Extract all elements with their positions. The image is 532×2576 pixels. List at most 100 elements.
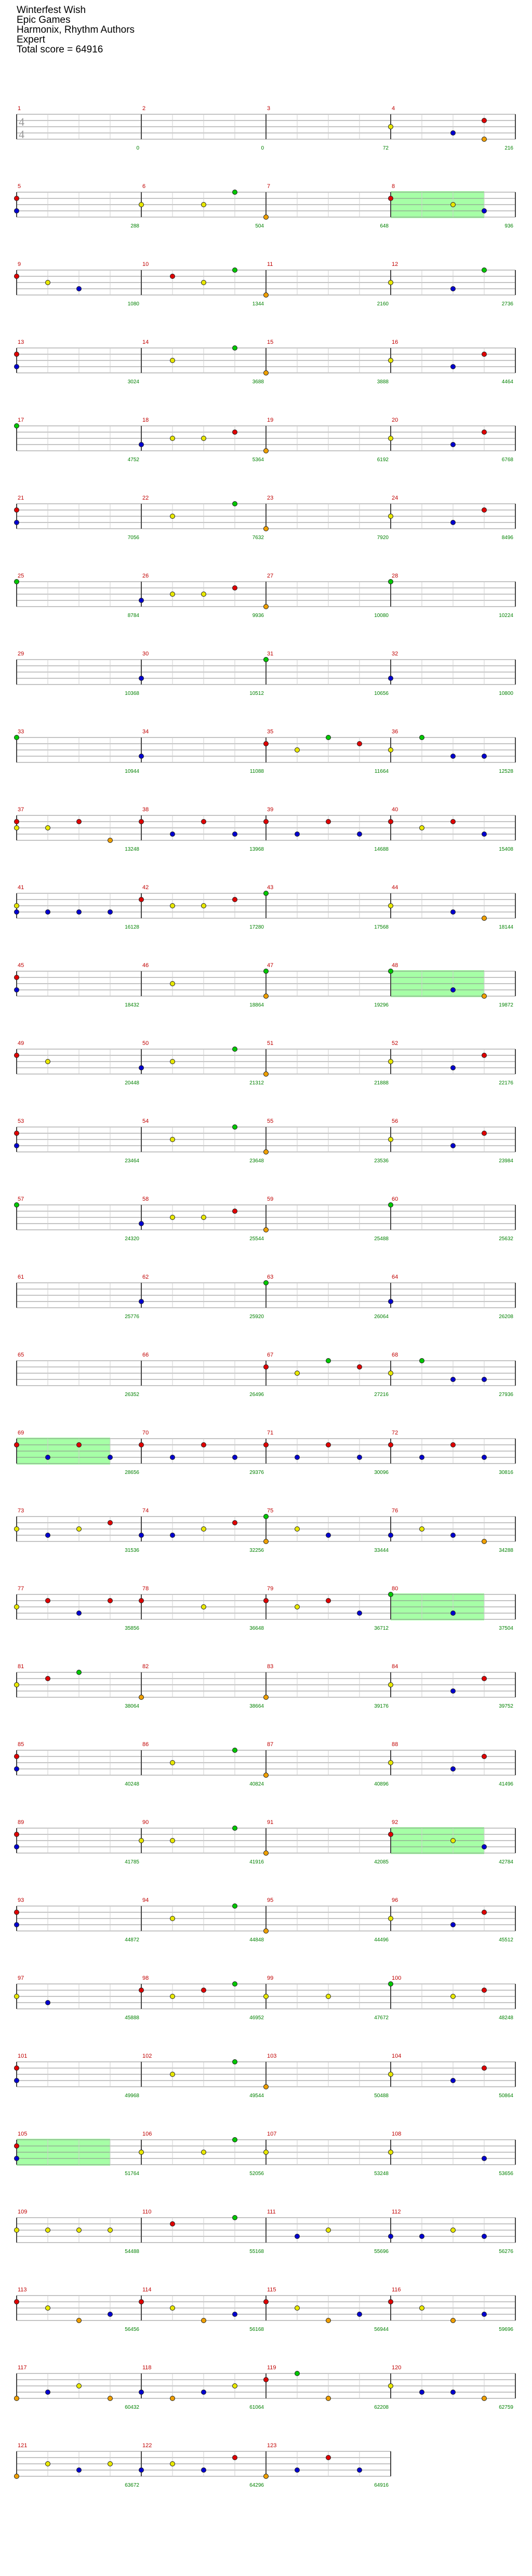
- note-gem: [388, 2383, 393, 2389]
- measure-score: 1080: [128, 301, 140, 307]
- note-gem: [232, 831, 237, 837]
- measure-number: 1: [18, 105, 21, 112]
- measure-number: 62: [142, 1274, 149, 1280]
- note-gem: [232, 1046, 237, 1052]
- measure-score: 35856: [125, 1626, 139, 1631]
- note-gem: [388, 2299, 393, 2304]
- note-gem: [482, 118, 487, 123]
- measure-number: 118: [142, 2365, 152, 2371]
- note-gem: [14, 1766, 19, 1772]
- note-gem: [263, 448, 269, 453]
- chart-row: 53 23464 54 23648 55 23536 56 23984: [14, 1118, 516, 1164]
- note-gem: [108, 2312, 113, 2317]
- note-gem: [357, 1455, 362, 1460]
- measure-score: 26064: [374, 1314, 389, 1320]
- note-gem: [201, 1526, 206, 1532]
- measure-score: 41916: [249, 1859, 264, 1865]
- measure-score: 51764: [125, 2171, 139, 2177]
- note-gem: [482, 2234, 487, 2239]
- measure-number: 25: [18, 573, 24, 579]
- measure-score: 34288: [499, 1548, 513, 1553]
- note-gem: [388, 2234, 393, 2239]
- measure-number: 50: [142, 1040, 149, 1046]
- measure-score: 37504: [499, 1626, 513, 1631]
- measure-score: 26352: [125, 1392, 139, 1398]
- note-gem: [450, 520, 456, 525]
- note-gem: [388, 124, 393, 129]
- measure-number: 31: [267, 651, 273, 657]
- note-gem: [76, 909, 82, 915]
- measure-score: 62759: [499, 2405, 513, 2410]
- note-gem: [450, 2078, 456, 2083]
- note-gem: [170, 2072, 175, 2077]
- note-gem: [14, 1442, 19, 1447]
- note-gem: [45, 1676, 50, 1681]
- measure-score: 10368: [125, 691, 139, 696]
- measure-number: 117: [18, 2365, 27, 2371]
- measure-number: 80: [392, 1586, 398, 1592]
- measure-score: 45512: [499, 1937, 513, 1943]
- measure-number: 20: [392, 417, 398, 423]
- measure-score: 24320: [125, 1236, 139, 1242]
- measure-number: 74: [142, 1508, 149, 1514]
- measure-number: 81: [18, 1663, 24, 1670]
- measure-number: 88: [392, 1741, 398, 1748]
- measure-number: 48: [392, 962, 398, 969]
- measure-score: 56944: [374, 2327, 389, 2332]
- note-gem: [450, 1688, 456, 1694]
- measure-number: 71: [267, 1430, 273, 1436]
- note-gem: [482, 916, 487, 921]
- note-gem: [201, 2150, 206, 2155]
- note-gem: [45, 2000, 50, 2005]
- note-gem: [388, 1981, 393, 1987]
- measure-score: 19296: [374, 1002, 389, 1008]
- measure-score: 56168: [249, 2327, 264, 2332]
- note-gem: [326, 1358, 331, 1363]
- measure-number: 54: [142, 1118, 149, 1124]
- measure-score: 13248: [125, 847, 139, 852]
- note-gem: [263, 2377, 269, 2382]
- note-gem: [14, 987, 19, 992]
- measure-number: 2: [142, 105, 145, 112]
- note-gem: [108, 909, 113, 915]
- note-gem: [482, 2156, 487, 2161]
- measure-score: 50488: [374, 2093, 389, 2099]
- note-gem: [388, 1371, 393, 1376]
- measure-number: 101: [18, 2053, 27, 2059]
- chart-row: 57 24320 58 25544 59 25488 60 25632: [14, 1196, 516, 1242]
- note-gem: [45, 825, 50, 830]
- note-gem: [232, 2383, 237, 2389]
- measure-number: 84: [392, 1663, 398, 1670]
- measure-score: 18432: [125, 1002, 139, 1008]
- note-gem: [76, 1611, 82, 1616]
- measure-number: 87: [267, 1741, 273, 1748]
- measure-score: 936: [504, 223, 513, 229]
- note-gem: [14, 1202, 19, 1208]
- note-gem: [76, 2318, 82, 2323]
- note-gem: [170, 1215, 175, 1220]
- measure-score: 10800: [499, 691, 513, 696]
- measure-score: 18864: [249, 1002, 264, 1008]
- note-gem: [139, 1065, 144, 1070]
- note-gem: [388, 747, 393, 753]
- note-gem: [14, 1994, 19, 1999]
- note-gem: [263, 1539, 269, 1544]
- measure-score: 13968: [249, 847, 264, 852]
- note-gem: [388, 819, 393, 824]
- measure-number: 90: [142, 1819, 149, 1826]
- measure-number: 104: [392, 2053, 401, 2059]
- note-gem: [357, 831, 362, 837]
- measure-score: 504: [255, 223, 264, 229]
- measure-score: 12528: [499, 769, 513, 774]
- note-gem: [139, 897, 144, 902]
- note-gem: [295, 1371, 300, 1376]
- note-gem: [482, 1377, 487, 1382]
- measure-number: 10: [142, 261, 149, 267]
- measure-number: 99: [267, 1975, 273, 1981]
- note-gem: [450, 442, 456, 447]
- note-gem: [170, 1916, 175, 1921]
- measure-score: 16128: [125, 924, 139, 930]
- measure-number: 66: [142, 1352, 149, 1358]
- measure-number: 3: [267, 105, 270, 112]
- note-gem: [201, 903, 206, 908]
